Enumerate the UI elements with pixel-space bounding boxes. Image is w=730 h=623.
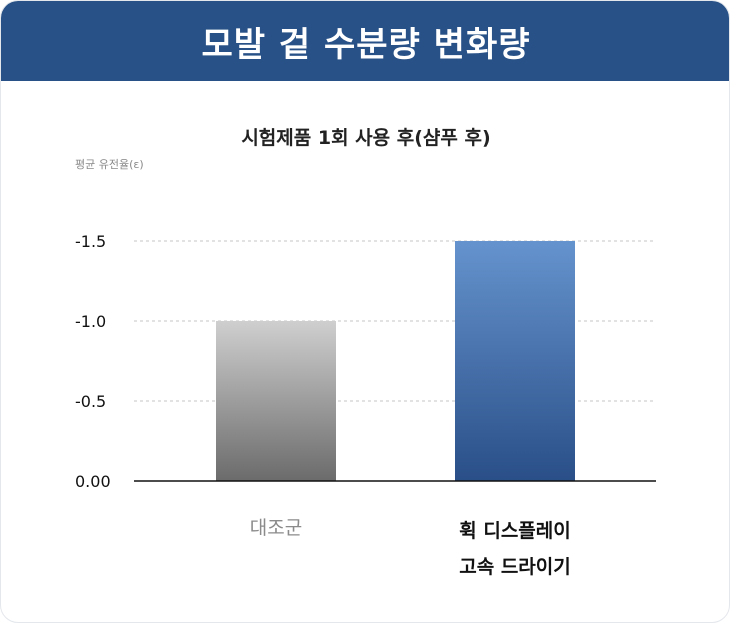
y-tick-label: 0.00 [75,472,111,491]
category-label-product: 휙 디스플레이 고속 드라이기 [415,513,615,585]
gridlines [134,240,656,402]
category-label-line: 고속 드라이기 [459,556,571,578]
bar-control [216,321,336,481]
y-tick-label: -1.5 [75,232,106,251]
y-tick-label: -1.0 [75,312,106,331]
chart-title: 시험제품 1회 사용 후(샴푸 후) [241,127,491,149]
y-axis-label: 평균 유전율(ε) [75,158,144,171]
header-banner: 모발 겉 수분량 변화량 [1,1,729,81]
page-title: 모발 겉 수분량 변화량 [201,24,531,65]
bars [216,241,575,481]
category-label-control: 대조군 [176,513,376,540]
category-label-line: 휙 디스플레이 [459,520,571,542]
bar-product [455,241,575,481]
y-tick-label: -0.5 [75,392,106,411]
category-label-line: 대조군 [249,517,303,539]
y-tick-labels: 0.00 -0.5 -1.0 -1.5 [75,232,111,491]
